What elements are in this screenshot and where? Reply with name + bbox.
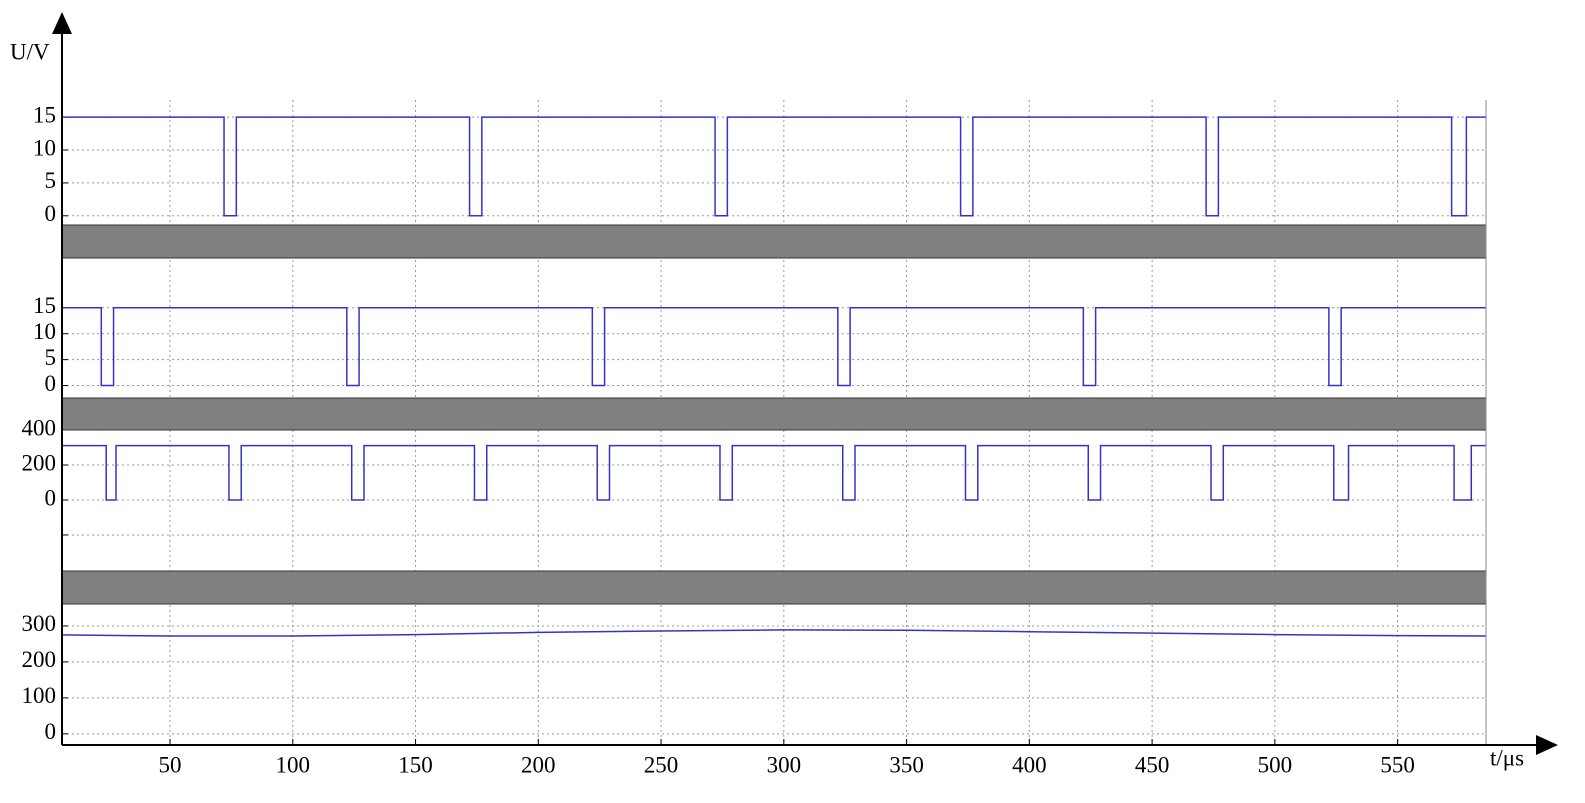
y-tick-label: 0 — [45, 371, 57, 396]
y-tick-label: 5 — [45, 345, 57, 370]
x-axis-arrow — [1536, 735, 1558, 755]
x-tick-label: 400 — [1012, 752, 1047, 777]
separator-band — [61, 570, 1487, 605]
y-tick-label: 200 — [22, 647, 57, 672]
y-axis-label: U/V — [10, 39, 50, 64]
y-tick-label: 0 — [45, 719, 57, 744]
signal-line — [61, 629, 1487, 637]
y-tick-label: 15 — [33, 102, 56, 127]
y-tick-label: 15 — [33, 293, 56, 318]
x-tick-label: 300 — [767, 752, 802, 777]
y-tick-label: 5 — [45, 168, 57, 193]
x-tick-label: 550 — [1380, 752, 1415, 777]
x-tick-label: 50 — [159, 752, 182, 777]
x-tick-label: 150 — [398, 752, 433, 777]
x-tick-label: 450 — [1135, 752, 1170, 777]
y-tick-label: 10 — [33, 135, 56, 160]
signal-line — [62, 444, 1486, 501]
signal-line — [62, 116, 1486, 217]
x-tick-label: 500 — [1258, 752, 1293, 777]
y-tick-label: 10 — [33, 319, 56, 344]
y-axis-arrow — [52, 12, 72, 34]
y-tick-label: 0 — [45, 201, 57, 226]
y-tick-label: 100 — [22, 683, 57, 708]
y-tick-label: 200 — [22, 450, 57, 475]
signal-line — [62, 307, 1486, 387]
y-tick-label: 400 — [22, 415, 57, 440]
x-tick-label: 350 — [889, 752, 924, 777]
separator-band — [61, 397, 1487, 431]
y-tick-label: 300 — [22, 611, 57, 636]
x-tick-label: 250 — [644, 752, 679, 777]
x-axis-label: t/μs — [1490, 745, 1524, 770]
x-tick-label: 200 — [521, 752, 556, 777]
y-tick-label: 0 — [45, 485, 57, 510]
separator-band — [61, 224, 1487, 259]
x-tick-label: 100 — [276, 752, 311, 777]
